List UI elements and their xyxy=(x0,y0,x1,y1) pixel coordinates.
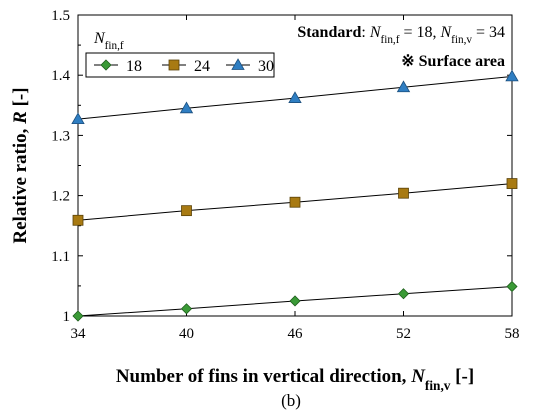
y-tick-label: 1.1 xyxy=(51,249,70,265)
legend: Nfin,f18 24 30 xyxy=(85,30,275,78)
series-layer xyxy=(71,69,519,322)
x-axis-ticks: 34 40 46 52 58 xyxy=(71,15,520,342)
data-point-30 xyxy=(505,69,519,82)
y-tick-label: 1 xyxy=(63,309,71,325)
data-point-24 xyxy=(398,187,409,199)
y-tick-label: 1.5 xyxy=(51,8,70,24)
surface-area-annotation: ※ Surface area xyxy=(401,53,505,70)
x-tick-label: 34 xyxy=(71,326,87,342)
data-point-18 xyxy=(506,280,518,293)
legend-marker-18 xyxy=(100,59,112,71)
legend-marker-24 xyxy=(168,59,180,71)
y-tick-label: 1.2 xyxy=(51,189,70,205)
y-tick-label: 1.3 xyxy=(51,128,70,144)
data-point-30 xyxy=(396,80,411,93)
data-point-18 xyxy=(289,295,301,307)
data-point-18 xyxy=(397,288,410,300)
legend-entry-30: 30 xyxy=(258,58,274,75)
data-point-18 xyxy=(72,310,84,322)
x-axis-label: Number of fins in vertical direction, Nf… xyxy=(116,366,474,393)
axis-labels: Number of fins in vertical direction, Nf… xyxy=(10,87,474,410)
legend-title: Nfin,f xyxy=(93,30,124,52)
standard-annotation: Standard: Nfin,f = 18, Nfin,v = 34 xyxy=(297,24,505,46)
data-point-18 xyxy=(180,303,193,315)
data-point-30 xyxy=(71,112,85,125)
legend-marker-30 xyxy=(231,58,245,70)
data-point-24 xyxy=(289,196,301,208)
annotations: Standard: Nfin,f = 18, Nfin,v = 34 ※ Surf… xyxy=(297,24,505,70)
y-axis-ticks: 1 1.1 1.2 1.3 1.4 1.5 xyxy=(51,8,512,325)
x-tick-label: 40 xyxy=(179,326,194,342)
data-point-30 xyxy=(179,101,194,114)
y-tick-label: 1.4 xyxy=(51,68,70,84)
legend-entry-24: 24 xyxy=(194,58,210,75)
panel-label: (b) xyxy=(281,391,301,410)
legend-entry-18: 18 xyxy=(126,58,142,75)
data-point-30 xyxy=(288,91,302,103)
data-point-24 xyxy=(506,178,518,189)
y-axis-label: Relative ratio, R [-] xyxy=(10,87,31,243)
x-tick-label: 58 xyxy=(505,326,520,342)
x-tick-label: 46 xyxy=(288,326,304,342)
data-point-24 xyxy=(72,214,84,226)
data-point-24 xyxy=(181,205,192,217)
x-tick-label: 52 xyxy=(396,326,411,342)
